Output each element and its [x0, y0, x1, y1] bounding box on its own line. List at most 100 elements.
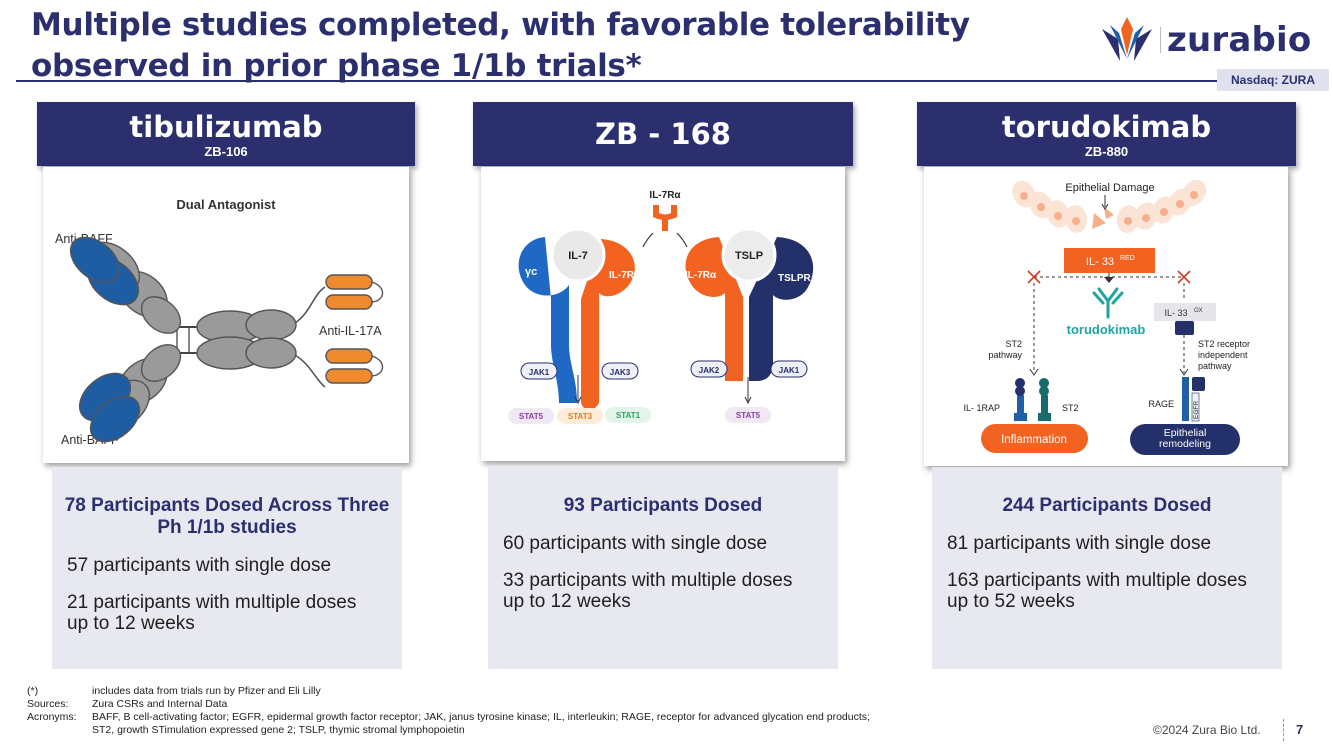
stats-headline: 78 Participants Dosed Across Three Ph 1/… — [64, 495, 390, 538]
il7ra-free-receptor-icon — [653, 205, 677, 220]
zurabio-logo: zurabio — [1098, 14, 1330, 66]
stat5-right-badge — [725, 407, 771, 423]
label-torudokimab: torudokimab — [1067, 322, 1146, 337]
ticker-badge: Nasdaq: ZURA — [1217, 69, 1329, 91]
footnote-key: Sources: — [27, 698, 69, 710]
label-tslpr: TSLPR — [778, 273, 812, 284]
stat5-left-badge — [508, 408, 554, 424]
footnote-text: ST2, growth STimulation expressed gene 2… — [92, 724, 465, 736]
product-code: ZB-106 — [204, 144, 248, 159]
diagram-il7-tslp-pathway: IL-7Rα γc IL-7Rα IL-7 JAK1 JAK3 STAT5 ST… — [481, 167, 845, 461]
label-il33-ox-sup: OX — [1194, 308, 1203, 314]
label-il7: IL-7 — [568, 250, 588, 262]
gamma-c-receptor-icon — [518, 237, 577, 403]
footnote-row: (*) includes data from trials run by Pfi… — [27, 685, 1052, 698]
label-jak3: JAK3 — [610, 368, 631, 377]
jak1-right-badge — [770, 360, 808, 378]
diagram-title: Dual Antagonist — [176, 197, 276, 212]
il1rap-st2-receptor-icon — [1014, 378, 1051, 421]
stat1-badge — [605, 407, 651, 423]
il7ra-receptor-left-icon — [581, 239, 635, 411]
label-il33-red: IL- 33 — [1086, 256, 1114, 268]
antibody-illustration — [69, 236, 384, 443]
slide-title-line-1: Multiple studies completed, with favorab… — [31, 7, 970, 43]
stats-line-multiple-dose: 33 participants with multiple doses up t… — [503, 570, 793, 612]
stats-headline: 244 Participants Dosed — [1002, 495, 1212, 516]
label-inflammation: Inflammation — [1001, 434, 1067, 446]
label-epithelial-damage: Epithelial Damage — [1065, 182, 1154, 194]
stats-line-multiple-dose: 163 participants with multiple doses up … — [947, 570, 1247, 612]
footnote-row: Sources: Zura CSRs and Internal Data — [27, 698, 1052, 711]
jak2-badge — [690, 360, 728, 378]
product-code: ZB-880 — [1084, 144, 1129, 159]
label-epithelial-remodeling-text: Epithelial remodeling — [1159, 427, 1211, 450]
diagram-il33-pathway: Epithelial Damage IL- 33 RED torudokimab… — [924, 167, 1288, 466]
slide-title: Multiple studies completed, with favorab… — [31, 5, 1031, 87]
rage-egfr-receptor-icon — [1182, 377, 1205, 422]
label-stat1: STAT1 — [616, 411, 641, 420]
label-egfr: EGFR — [1193, 401, 1200, 419]
page-number: 7 — [1296, 722, 1304, 737]
label-il7ra-left: IL-7Rα — [609, 270, 641, 281]
stats-line-single-dose: 60 participants with single dose — [503, 533, 768, 554]
label-jak1-right: JAK1 — [779, 366, 800, 375]
product-name: torudokimab — [1001, 110, 1212, 144]
label-st2-pathway: ST2 pathway — [988, 339, 1022, 360]
stat3-badge — [557, 408, 603, 424]
logo-separator — [1160, 27, 1161, 53]
il33-red-box — [1064, 248, 1155, 273]
slide-title-line-2: observed in prior phase 1/1b trials* — [31, 48, 642, 84]
il33-ox-protein-icon — [1175, 321, 1194, 335]
product-name: tibulizumab — [129, 110, 323, 144]
product-name: ZB - 168 — [595, 117, 731, 151]
torudokimab-antibody-icon — [1092, 287, 1124, 319]
product-header-zb168: ZB - 168 — [473, 102, 853, 166]
footnote-text: includes data from trials run by Pfizer … — [92, 685, 321, 697]
product-header-tibulizumab: tibulizumab ZB-106 — [37, 102, 415, 166]
epithelial-remodeling-pill — [1130, 424, 1240, 455]
label-stat3: STAT3 — [568, 412, 593, 421]
zurabio-logo-mark-icon — [1102, 17, 1152, 61]
stats-line-multiple-dose: 21 participants with multiple doses up t… — [67, 592, 357, 634]
label-anti-il17a: Anti-IL-17A — [319, 324, 382, 338]
tslp-cytokine-icon — [721, 227, 777, 283]
label-il33-red-sup: RED — [1120, 255, 1135, 262]
product-header-torudokimab: torudokimab ZB-880 — [917, 102, 1296, 166]
label-stat5-right: STAT5 — [736, 411, 761, 420]
epithelial-cells-illustration — [1012, 179, 1207, 233]
logo-wordmark: zurabio — [1167, 20, 1312, 60]
il7-cytokine-icon — [550, 227, 606, 283]
label-il7ra-right: IL-7Rα — [685, 270, 717, 281]
stats-line-single-dose: 57 participants with single dose — [67, 555, 332, 576]
label-tslp: TSLP — [735, 250, 763, 262]
label-il33-ox: IL- 33 — [1164, 308, 1187, 318]
footnote-text: Zura CSRs and Internal Data — [92, 698, 228, 710]
copyright: ©2024 Zura Bio Ltd. — [1153, 723, 1261, 737]
footnote-row: Acronyms: BAFF, B cell-activating factor… — [27, 711, 1052, 724]
footnote-text: BAFF, B cell-activating factor; EGFR, ep… — [92, 711, 870, 723]
inflammation-pill — [981, 424, 1088, 453]
page-number-divider — [1283, 719, 1284, 741]
il33-ox-box — [1154, 303, 1216, 321]
jak1-left-badge — [520, 362, 558, 380]
label-stat5-left: STAT5 — [519, 412, 544, 421]
label-il1rap: IL- 1RAP — [963, 403, 1000, 413]
stats-panel-tibulizumab: 78 Participants Dosed Across Three Ph 1/… — [52, 467, 402, 669]
label-epithelial-remodeling: Epithelial remodeling — [1159, 427, 1211, 450]
label-jak2: JAK2 — [699, 366, 720, 375]
footnote-key: (*) — [27, 685, 39, 697]
label-jak1-left: JAK1 — [529, 368, 550, 377]
jak3-badge — [601, 362, 639, 380]
footnote-row: ST2, growth STimulation expressed gene 2… — [27, 724, 1052, 737]
label-st2: ST2 — [1062, 403, 1079, 413]
label-rage: RAGE — [1148, 399, 1174, 409]
label-gamma-c: γc — [525, 266, 537, 278]
diagram-dual-antagonist: Dual Antagonist Anti-BAFF Anti-BAFF Anti… — [43, 167, 409, 463]
stats-panel-zb168: 93 Participants Dosed 60 participants wi… — [488, 467, 838, 669]
label-st2-independent: ST2 receptor independent pathway — [1198, 339, 1250, 371]
footnotes: (*) includes data from trials run by Pfi… — [27, 685, 1052, 737]
stats-headline: 93 Participants Dosed — [563, 495, 763, 516]
stats-line-single-dose: 81 participants with single dose — [947, 533, 1212, 554]
title-divider — [16, 80, 1221, 82]
footnote-key: Acronyms: — [27, 711, 77, 723]
